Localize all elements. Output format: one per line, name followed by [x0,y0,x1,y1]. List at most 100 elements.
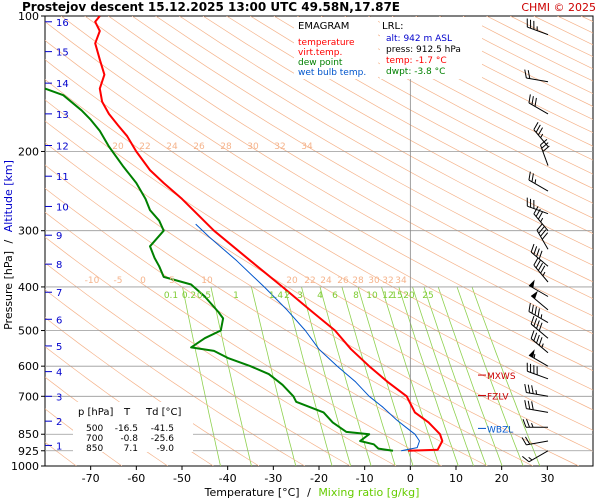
y-tick-label: 700 [18,390,39,403]
legend-entry-wet-bulb: wet bulb temp. [298,68,366,78]
lrl-alt: alt: 942 m ASL [386,34,452,44]
legend-entry-dew-point: dew point [298,58,343,68]
wind-barb [528,279,549,297]
wind-barb [530,243,549,267]
adiabat-label: 10 [201,276,213,286]
x-axis-label-temperature: Temperature [°C] [204,486,300,499]
x-tick-label: -50 [173,472,191,485]
lrl-info: LRL: alt: 942 m ASL press: 912.5 hPa tem… [380,17,482,79]
sounding-profiles [45,16,444,452]
dry-adiabat [60,16,593,335]
table-cell: -16.5 [115,424,138,434]
series-wet-bulb-temp [195,223,420,452]
series-dew-point [45,87,394,452]
wind-barb [530,315,549,339]
altitude-tick-label: 7 [56,288,62,299]
legend-entry-virt-temp: virt.temp. [298,48,342,58]
wind-barb [526,362,549,380]
altitude-tick-label: 13 [56,110,69,121]
x-axis-label-separator: / [307,486,311,499]
wind-barb [526,18,549,36]
x-tick-label: 30 [540,472,554,485]
dry-adiabat [45,79,593,411]
dry-adiabat [250,16,593,204]
adiabat-label: 22 [139,142,150,152]
level-table: p [hPa] T Td [°C] 500 -16.5 -41.5 700 -0… [73,402,193,454]
wind-barb [528,171,549,192]
table-cell: -0.8 [120,434,138,444]
adiabat-label: 20 [112,142,124,152]
adiabat-label: 24 [320,276,332,286]
mixing-ratio-label: 8 [353,291,359,301]
legend-entry-temperature: temperature [298,38,355,48]
series-temperature [94,16,444,452]
wind-barb [536,223,549,250]
mixing-ratio-label: 0.5 [197,291,211,301]
altitude-tick-label: 2 [56,417,62,428]
adiabat-label: -5 [114,276,123,286]
mixing-ratio-label: 3 [297,291,303,301]
adiabat-label: 24 [166,142,178,152]
table-cell: 700 [86,434,103,444]
adiabat-label: 26 [193,142,205,152]
x-tick-label: -40 [219,472,237,485]
y-tick-label: 850 [18,428,39,441]
table-header-t: T [123,407,131,418]
adiabat-label: 34 [301,142,313,152]
wind-barb [522,419,548,428]
wind-barb [526,197,549,215]
plot-area [44,15,594,467]
x-tick-label: -30 [264,472,282,485]
dry-adiabat [45,59,593,391]
level-markers: MXWS FZLV WBZL [478,372,516,435]
wind-barb [524,383,549,397]
y-axis-ticks: 100 200 300 400 500 600 700 850 925 1000 [11,10,45,473]
y-tick-label: 600 [18,360,39,373]
table-cell: 500 [86,424,103,434]
mixing-ratio-label: 12 [382,291,393,301]
x-tick-label: 20 [495,472,509,485]
adiabat-label: 34 [395,276,407,286]
altitude-tick-label: 3 [56,392,62,403]
mixing-ratio-label: 1 [233,291,239,301]
wind-barb [533,121,549,147]
altitude-tick-label: 9 [56,231,62,242]
altitude-tick-label: 6 [56,315,62,326]
mixing-ratio-label: 15 [391,291,402,301]
adiabat-labels: 20 22 24 26 28 30 32 34-10 -5 0 5 10 20 22 24 26 28 30 32 3… [85,142,407,286]
mixing-ratio-label: 1.4 [269,291,284,301]
y-axis-label: Pressure [hPa] / Altitude [km] [2,160,15,330]
wind-barb [528,349,549,367]
altitude-tick-label: 12 [56,142,69,153]
dry-adiabat [108,16,593,300]
adiabat-label: 28 [352,276,364,286]
x-tick-label: -20 [310,472,328,485]
adiabat-label: 32 [382,276,393,286]
wind-barb [528,303,549,324]
wind-barb [533,206,549,232]
x-tick-label: 0 [407,472,414,485]
adiabat-label: 26 [337,276,349,286]
wind-barb [540,138,550,166]
chart-credit: CHMI © 2025 [521,1,596,14]
legend-title: EMAGRAM [298,21,349,32]
wind-barb [521,436,549,446]
y-tick-label: 500 [18,325,39,338]
altitude-tick-label: 5 [56,342,62,353]
y-tick-label: 925 [18,445,39,458]
altitude-tick-label: 1 [56,441,62,452]
wind-barb [522,450,549,463]
adiabat-label: 5 [169,276,175,286]
mixing-ratio-label: 6 [332,291,338,301]
level-marker-label: WBZL [487,425,513,435]
legend: EMAGRAM temperature virt.temp. dew point… [294,17,378,79]
altitude-tick-label: 10 [56,202,69,213]
mixing-ratio-label: 20 [403,291,415,301]
y-tick-label: 100 [18,10,39,23]
y-tick-label: 400 [18,281,39,294]
wind-barb [533,257,549,283]
mixing-ratio-label: 10 [366,291,378,301]
altitude-tick-label: 8 [56,260,62,271]
